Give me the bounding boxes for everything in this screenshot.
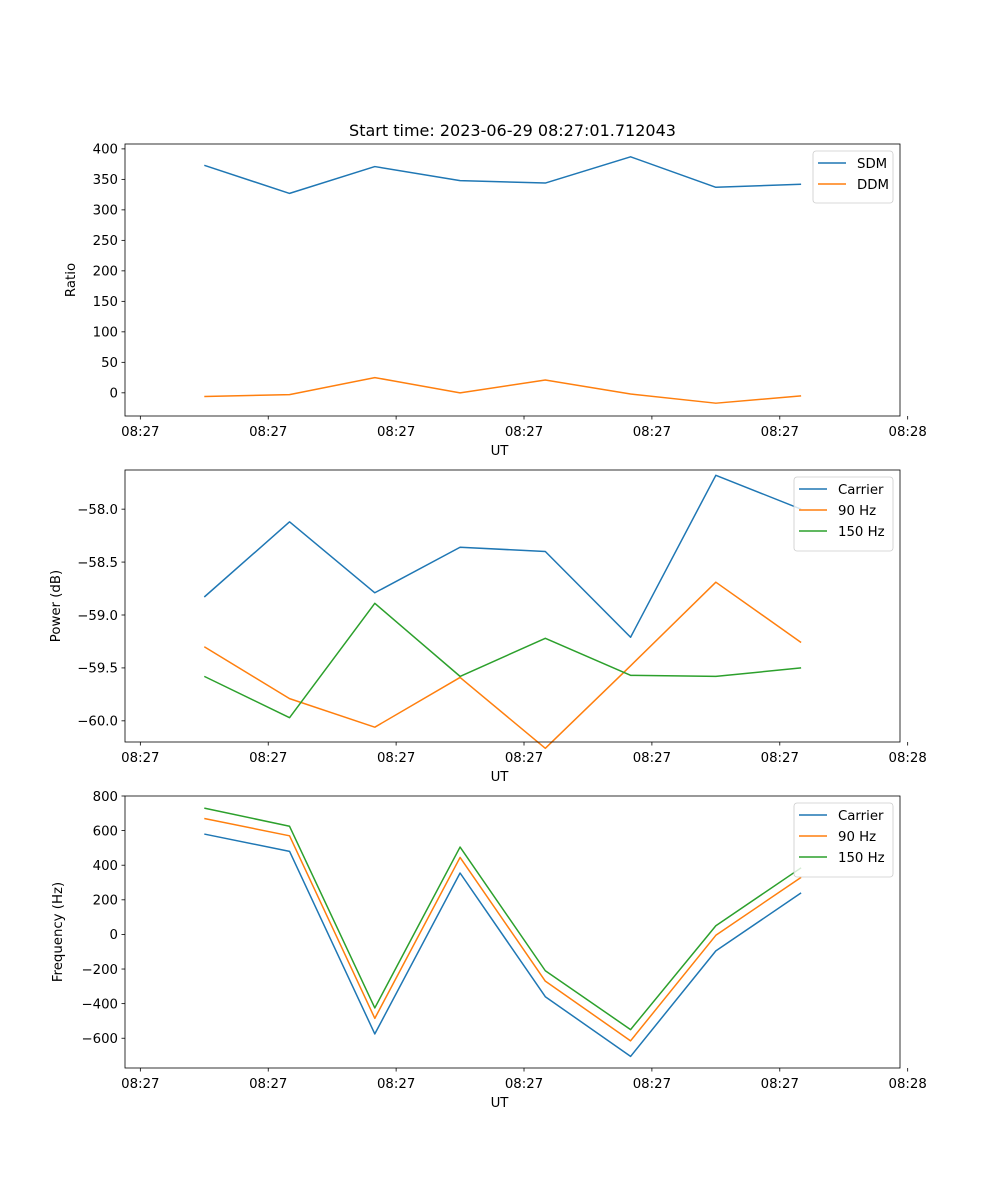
chart3-legend-label: 90 Hz: [838, 830, 876, 845]
chart1-ytick-label: 0: [110, 387, 118, 402]
chart1-ytick-label: 350: [93, 173, 118, 188]
chart2-xtick-label: 08:28: [889, 751, 927, 766]
chart3-ytick-label: 800: [93, 790, 118, 805]
chart3-legend-label: Carrier: [838, 809, 884, 824]
chart2-ytick-label: −58.0: [77, 503, 118, 518]
chart2-y-axis-label: Power (dB): [49, 570, 64, 642]
chart2-xtick-label: 08:27: [761, 751, 799, 766]
chart1-ytick-label: 150: [93, 295, 118, 310]
chart2-ytick-label: −59.5: [77, 662, 118, 677]
chart2-series-150-hz-line: [203, 602, 802, 719]
chart3-xtick-label: 08:27: [761, 1077, 799, 1092]
chart3-series-90-hz-line: [204, 817, 802, 1042]
chart2-legend-box: [793, 476, 894, 552]
chart2-xtick-label: 08:27: [377, 751, 415, 766]
chart3-xtick-label: 08:28: [889, 1077, 927, 1092]
chart2-x-axis-label: UT: [491, 770, 510, 785]
chart1-x-axis-label: UT: [491, 444, 510, 459]
chart1-legend-box: [812, 150, 894, 204]
chart2-xtick-label: 08:27: [633, 751, 671, 766]
chart3-ytick-label: 200: [93, 894, 118, 909]
chart3-ytick-label: −200: [81, 963, 118, 978]
chart1-ytick-label: 300: [93, 204, 118, 219]
chart2-legend-label: 90 Hz: [838, 504, 876, 519]
chart3-ytick-label: −400: [81, 997, 118, 1012]
chart1-xtick-label: 08:27: [377, 425, 415, 440]
figure-title: Start time: 2023-06-29 08:27:01.712043: [349, 121, 676, 140]
chart1-xtick-label: 08:27: [633, 425, 671, 440]
chart2-ytick-label: −58.5: [77, 556, 118, 571]
chart1-xtick-label: 08:27: [761, 425, 799, 440]
chart2-xtick-label: 08:27: [505, 751, 543, 766]
chart1-xtick-label: 08:27: [505, 425, 543, 440]
chart2-series-carrier-line: [203, 474, 802, 638]
chart3-plot-frame: [124, 795, 901, 1069]
chart2-ytick-label: −60.0: [77, 715, 118, 730]
chart3-legend-box: [793, 802, 894, 878]
chart1-ytick-label: 100: [93, 326, 118, 341]
chart2-legend-label: Carrier: [838, 483, 884, 498]
chart2-legend-label: 150 Hz: [838, 525, 885, 540]
chart3-series-carrier-line: [204, 833, 802, 1058]
chart1-xtick-label: 08:27: [121, 425, 159, 440]
chart2-series-90-hz-line: [203, 581, 802, 750]
chart2-xtick-label: 08:27: [249, 751, 287, 766]
chart3-x-axis-label: UT: [491, 1096, 510, 1111]
chart3-xtick-label: 08:27: [121, 1077, 159, 1092]
chart3-ytick-label: 600: [93, 824, 118, 839]
chart1-series-ddm-line: [204, 376, 802, 404]
chart3-ytick-label: 0: [110, 928, 118, 943]
chart2-xtick-label: 08:27: [121, 751, 159, 766]
chart1-legend-label: SDM: [857, 157, 887, 172]
chart3-legend-label: 150 Hz: [838, 851, 885, 866]
chart1-series-sdm-line: [204, 156, 802, 195]
chart1-ytick-label: 200: [93, 265, 118, 280]
chart3-xtick-label: 08:27: [505, 1077, 543, 1092]
chart3-xtick-label: 08:27: [249, 1077, 287, 1092]
chart1-legend-label: DDM: [857, 178, 889, 193]
chart2-plot-frame: [124, 469, 901, 743]
chart1-xtick-label: 08:27: [249, 425, 287, 440]
chart3-xtick-label: 08:27: [377, 1077, 415, 1092]
chart1-ytick-label: 50: [101, 356, 118, 371]
chart1-xtick-label: 08:28: [889, 425, 927, 440]
chart2-ytick-label: −59.0: [77, 609, 118, 624]
chart3-y-axis-label: Frequency (Hz): [51, 882, 66, 982]
chart1-plot-frame: [124, 143, 901, 417]
chart3-series-150-hz-line: [204, 807, 802, 1031]
chart1-ytick-label: 250: [93, 234, 118, 249]
chart3-xtick-label: 08:27: [633, 1077, 671, 1092]
chart1-ytick-label: 400: [93, 143, 118, 158]
chart3-ytick-label: 400: [93, 859, 118, 874]
chart3-ytick-label: −600: [81, 1032, 118, 1047]
chart1-y-axis-label: Ratio: [64, 263, 79, 297]
